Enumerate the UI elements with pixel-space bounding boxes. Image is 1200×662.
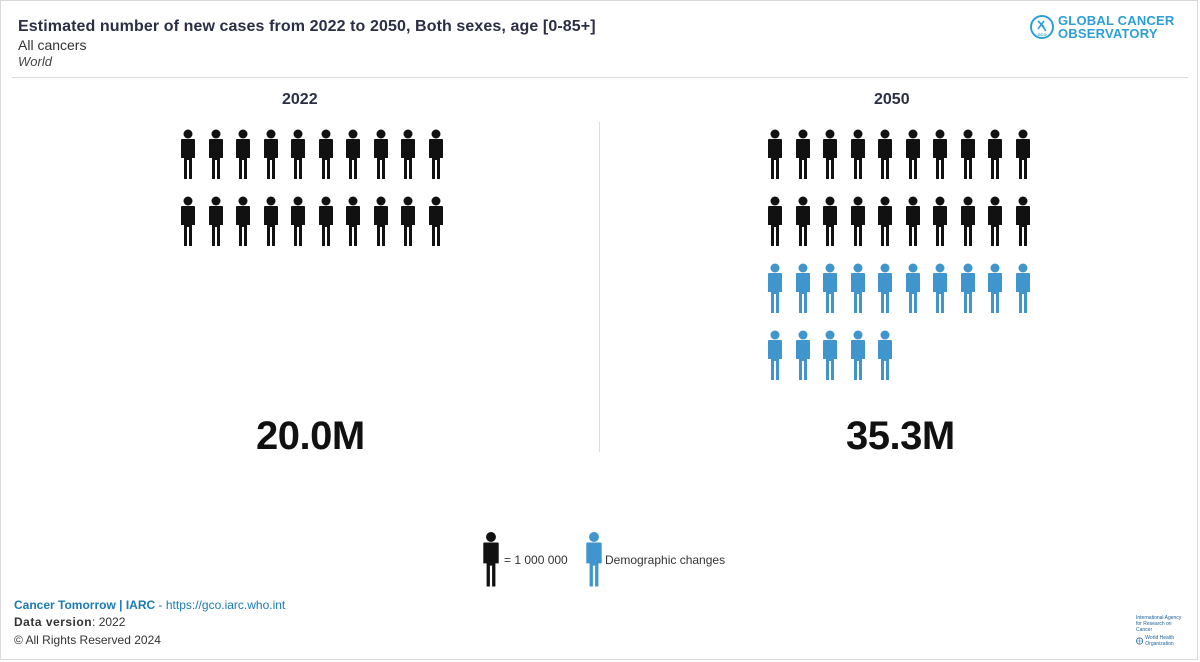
legend-label-unit: = 1 000 000 xyxy=(504,553,568,567)
person-icon-2022-13 xyxy=(236,196,250,246)
gco-logo-text: GLOBAL CANCER OBSERVATORY xyxy=(1058,14,1174,40)
legend-demographic-person-icon xyxy=(586,532,602,587)
person-icon-2050-3 xyxy=(823,129,837,179)
footer-sep: | xyxy=(119,598,123,612)
person-icon-2022-10 xyxy=(428,129,443,179)
person-icon-2022-18 xyxy=(373,196,388,246)
person-icon-2050-11 xyxy=(768,196,782,246)
demographic-person-icon-2050-31 xyxy=(768,330,782,380)
footer-data-version: Data version: 2022 xyxy=(14,615,126,629)
person-icon-2022-1 xyxy=(181,129,195,179)
person-icon-2050-8 xyxy=(960,129,975,179)
person-icon-2022-16 xyxy=(318,196,333,246)
demographic-person-icon-2050-30 xyxy=(1015,263,1030,313)
person-icon-2050-12 xyxy=(795,196,810,246)
demographic-person-icon-2050-22 xyxy=(795,263,810,313)
person-icon-2050-9 xyxy=(988,129,1002,179)
footer-source: Cancer Tomorrow | IARC - https://gco.iar… xyxy=(14,598,285,612)
footer-url-link[interactable]: https://gco.iarc.who.int xyxy=(165,598,286,612)
person-icon-2050-1 xyxy=(768,129,782,179)
person-icon-2022-12 xyxy=(208,196,223,246)
legend-label-demographic: Demographic changes xyxy=(605,553,726,567)
gco-logo[interactable]: GCO GLOBAL CANCER OBSERVATORY xyxy=(1030,10,1190,44)
total-value-2022: 20.0M xyxy=(256,414,365,458)
logo-line2: OBSERVATORY xyxy=(1058,26,1158,41)
person-icon-2022-8 xyxy=(373,129,388,179)
person-icon-2050-5 xyxy=(878,129,892,179)
demographic-person-icon-2050-34 xyxy=(850,330,865,380)
person-icon-2022-9 xyxy=(401,129,415,179)
chart-subtitle: All cancers xyxy=(18,37,87,53)
person-icon-2022-5 xyxy=(291,129,305,179)
demographic-person-icon-2050-27 xyxy=(933,263,947,313)
person-icon-2022-17 xyxy=(346,196,360,246)
gco-badge-text: GCO xyxy=(1037,32,1046,37)
demographic-person-icon-2050-29 xyxy=(988,263,1002,313)
person-icon-2022-20 xyxy=(428,196,443,246)
who-emblem-icon xyxy=(1136,637,1144,645)
legend-base-person-icon xyxy=(483,532,499,587)
demographic-person-icon-2050-23 xyxy=(823,263,837,313)
person-icon-2050-16 xyxy=(905,196,920,246)
demographic-person-icon-2050-24 xyxy=(850,263,865,313)
person-icon-2050-2 xyxy=(795,129,810,179)
iarc-logo-text: International Agency for Research on Can… xyxy=(1136,615,1182,633)
person-icon-2050-6 xyxy=(905,129,920,179)
person-icon-2022-6 xyxy=(318,129,333,179)
person-icon-2050-19 xyxy=(988,196,1002,246)
footer-rights: © All Rights Reserved 2024 xyxy=(14,633,161,647)
person-icon-2022-15 xyxy=(291,196,305,246)
demographic-person-icon-2050-28 xyxy=(960,263,975,313)
region-label: World xyxy=(18,54,52,69)
person-icon-2050-14 xyxy=(850,196,865,246)
person-icon-2050-4 xyxy=(850,129,865,179)
demographic-person-icon-2050-25 xyxy=(878,263,892,313)
person-icon-2022-14 xyxy=(263,196,278,246)
who-text: World Health Organization xyxy=(1145,635,1175,647)
demographic-person-icon-2050-21 xyxy=(768,263,782,313)
person-icon-2022-2 xyxy=(208,129,223,179)
data-version-label: Data version xyxy=(14,615,93,629)
total-value-2050: 35.3M xyxy=(846,414,955,458)
demographic-person-icon-2050-32 xyxy=(795,330,810,380)
person-icon-2050-20 xyxy=(1015,196,1030,246)
gco-badge-icon: GCO xyxy=(1030,15,1054,39)
year-label-2050: 2050 xyxy=(874,91,910,108)
demographic-person-icon-2050-35 xyxy=(878,330,892,380)
person-icon-2022-4 xyxy=(263,129,278,179)
who-logo: World Health Organization xyxy=(1136,635,1188,647)
footer-dash: - xyxy=(158,598,163,612)
header-divider xyxy=(12,77,1188,78)
person-icon-2050-18 xyxy=(960,196,975,246)
year-label-2022: 2022 xyxy=(282,91,318,108)
person-icon-2022-11 xyxy=(181,196,195,246)
person-icon-2050-15 xyxy=(878,196,892,246)
panel-divider xyxy=(599,122,600,452)
demographic-person-icon-2050-26 xyxy=(905,263,920,313)
person-icon-2050-7 xyxy=(933,129,947,179)
person-icon-2050-13 xyxy=(823,196,837,246)
footer-org[interactable]: IARC xyxy=(125,598,156,612)
footer-brand[interactable]: Cancer Tomorrow xyxy=(14,598,116,612)
person-icon-2050-10 xyxy=(1015,129,1030,179)
chart-title: Estimated number of new cases from 2022 … xyxy=(18,18,596,35)
logo-line1: GLOBAL CANCER xyxy=(1058,13,1175,28)
demographic-person-icon-2050-33 xyxy=(823,330,837,380)
person-icon-2022-3 xyxy=(236,129,250,179)
person-icon-2022-7 xyxy=(346,129,360,179)
person-icon-2022-19 xyxy=(401,196,415,246)
person-icon-2050-17 xyxy=(933,196,947,246)
data-version-value: 2022 xyxy=(98,615,126,629)
